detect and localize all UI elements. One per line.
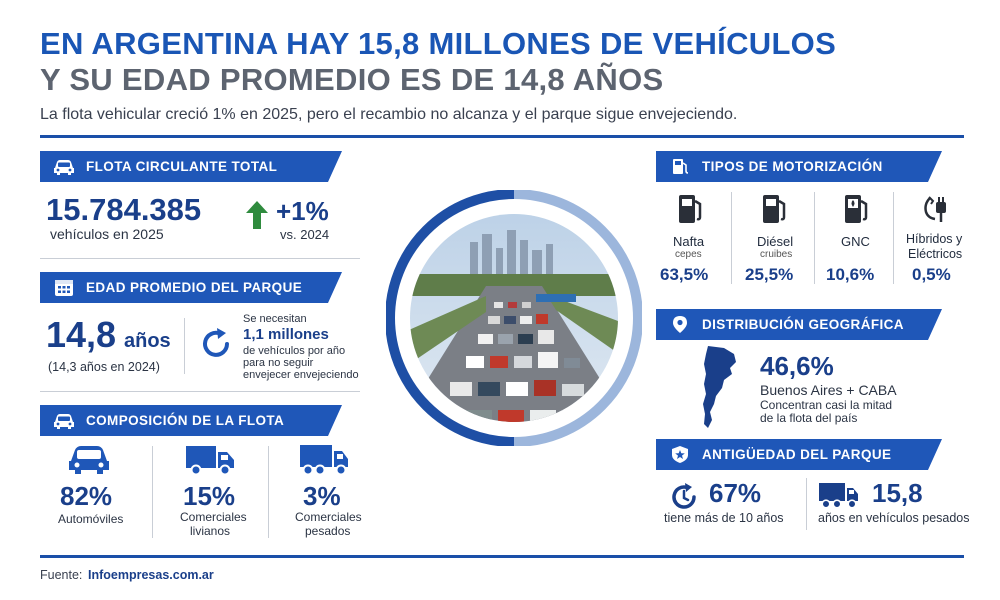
composicion-heading: COMPOSICIÓN DE LA FLOTA (86, 413, 285, 428)
composicion-label-pesados-2: pesados (305, 524, 351, 538)
electric-plug-icon (924, 196, 946, 222)
antiguedad-pct: 67% (709, 478, 762, 508)
motor-value-nafta: 63,5% (660, 265, 709, 284)
flota-banner: FLOTA CIRCULANTE TOTAL (40, 151, 342, 182)
antiguedad-pct-caption: tiene más de 10 años (664, 511, 784, 525)
edad-need-line1: Se necesitan (243, 313, 307, 325)
separator (814, 192, 815, 284)
truck-icon (300, 445, 348, 476)
argentina-map-icon (703, 346, 736, 428)
flota-growth: +1% (276, 196, 329, 226)
motor-value-diesel: 25,5% (745, 265, 794, 284)
divider (40, 391, 360, 392)
van-icon (186, 446, 234, 476)
distribucion-caption-2: de la flota del país (760, 411, 858, 425)
antiguedad-heavy-value: 15,8 (872, 478, 923, 508)
distribucion-heading: DISTRIBUCIÓN GEOGRÁFICA (702, 317, 904, 332)
composicion-value-livianos: 15% (183, 481, 236, 511)
fuel-pump-icon (679, 195, 702, 223)
main-title-line2: Y SU EDAD PROMEDIO ES DE 14,8 AÑOS (40, 62, 664, 97)
motor-label-nafta: Nafta (673, 234, 705, 249)
motorizacion-heading: TIPOS DE MOTORIZACIÓN (702, 159, 883, 174)
motor-label-hibridos-1: Híbridos y (906, 232, 963, 246)
edad-unit: años (124, 330, 171, 352)
divider (40, 258, 360, 259)
composicion-banner: COMPOSICIÓN DE LA FLOTA (40, 405, 342, 436)
motor-label-hibridos-2: Eléctricos (908, 247, 963, 261)
flota-total-caption: vehículos en 2025 (50, 226, 164, 242)
distribucion-banner: DISTRIBUCIÓN GEOGRÁFICA (656, 309, 942, 340)
separator (731, 192, 732, 284)
motor-value-gnc: 10,6% (826, 265, 875, 284)
car-icon (52, 411, 76, 430)
truck-icon (819, 483, 858, 509)
edad-value: 14,8 (46, 314, 117, 355)
car-icon (52, 157, 76, 176)
car-icon (69, 446, 109, 474)
separator (268, 446, 269, 538)
antiguedad-heavy-caption: años en vehículos pesados (818, 511, 970, 525)
header-divider (40, 135, 964, 138)
highway-traffic-image (385, 189, 643, 447)
composicion-label-livianos-1: Comerciales (180, 510, 247, 524)
motorizacion-banner: TIPOS DE MOTORIZACIÓN (656, 151, 942, 182)
edad-need-line4: envejecer envejeciendo (243, 369, 359, 381)
refresh-icon (203, 328, 229, 357)
motor-label-gnc: GNC (841, 234, 870, 249)
traffic-photo (385, 189, 643, 447)
separator (152, 446, 153, 538)
shield-star-icon (668, 445, 692, 464)
distribucion-region: Buenos Aires + CABA (760, 382, 897, 398)
composicion-value-pesados: 3% (303, 481, 341, 511)
flota-total: 15.784.385 (46, 192, 202, 227)
antiguedad-banner: ANTIGÜEDAD DEL PARQUE (656, 439, 942, 470)
separator (806, 478, 807, 530)
footer-source-link[interactable]: Infoempresas.com.ar (88, 568, 214, 582)
separator (184, 318, 185, 374)
composicion-label-pesados-1: Comerciales (295, 510, 362, 524)
motor-label-diesel: Diésel (757, 234, 794, 249)
composicion-value-autos: 82% (60, 481, 113, 511)
composicion-label-livianos-2: livianos (190, 524, 231, 538)
gas-pump-icon (845, 195, 868, 223)
fuel-pump-icon (763, 195, 786, 223)
separator (893, 192, 894, 284)
footer-source-label: Fuente: (40, 568, 83, 582)
calendar-icon (52, 278, 76, 297)
motor-sublabel-nafta: cepes (675, 249, 702, 260)
flota-growth-caption: vs. 2024 (280, 227, 330, 242)
distribucion-caption-1: Concentran casi la mitad (760, 398, 893, 412)
edad-need-line2: de vehículos por año (243, 345, 346, 357)
arrow-up-icon (246, 201, 268, 229)
edad-previous: (14,3 años en 2024) (48, 360, 160, 374)
edad-need-value: 1,1 millones (243, 326, 329, 343)
distribucion-value: 46,6% (760, 351, 834, 381)
flota-heading: FLOTA CIRCULANTE TOTAL (86, 159, 278, 174)
footer-divider (40, 555, 964, 558)
main-title-line1: EN ARGENTINA HAY 15,8 MILLONES DE VEHÍCU… (40, 26, 837, 61)
motor-sublabel-diesel: cruibes (760, 249, 793, 260)
clock-icon (672, 483, 696, 509)
location-pin-icon (668, 315, 692, 334)
subtitle: La flota vehicular creció 1% en 2025, pe… (40, 106, 738, 123)
motor-value-hibridos: 0,5% (912, 265, 951, 284)
antiguedad-heading: ANTIGÜEDAD DEL PARQUE (702, 447, 892, 462)
composicion-label-autos: Automóviles (58, 512, 124, 526)
fuel-pump-icon (668, 157, 692, 176)
edad-banner: EDAD PROMEDIO DEL PARQUE (40, 272, 342, 303)
edad-need-line3: para no seguir (243, 357, 314, 369)
edad-heading: EDAD PROMEDIO DEL PARQUE (86, 280, 303, 295)
